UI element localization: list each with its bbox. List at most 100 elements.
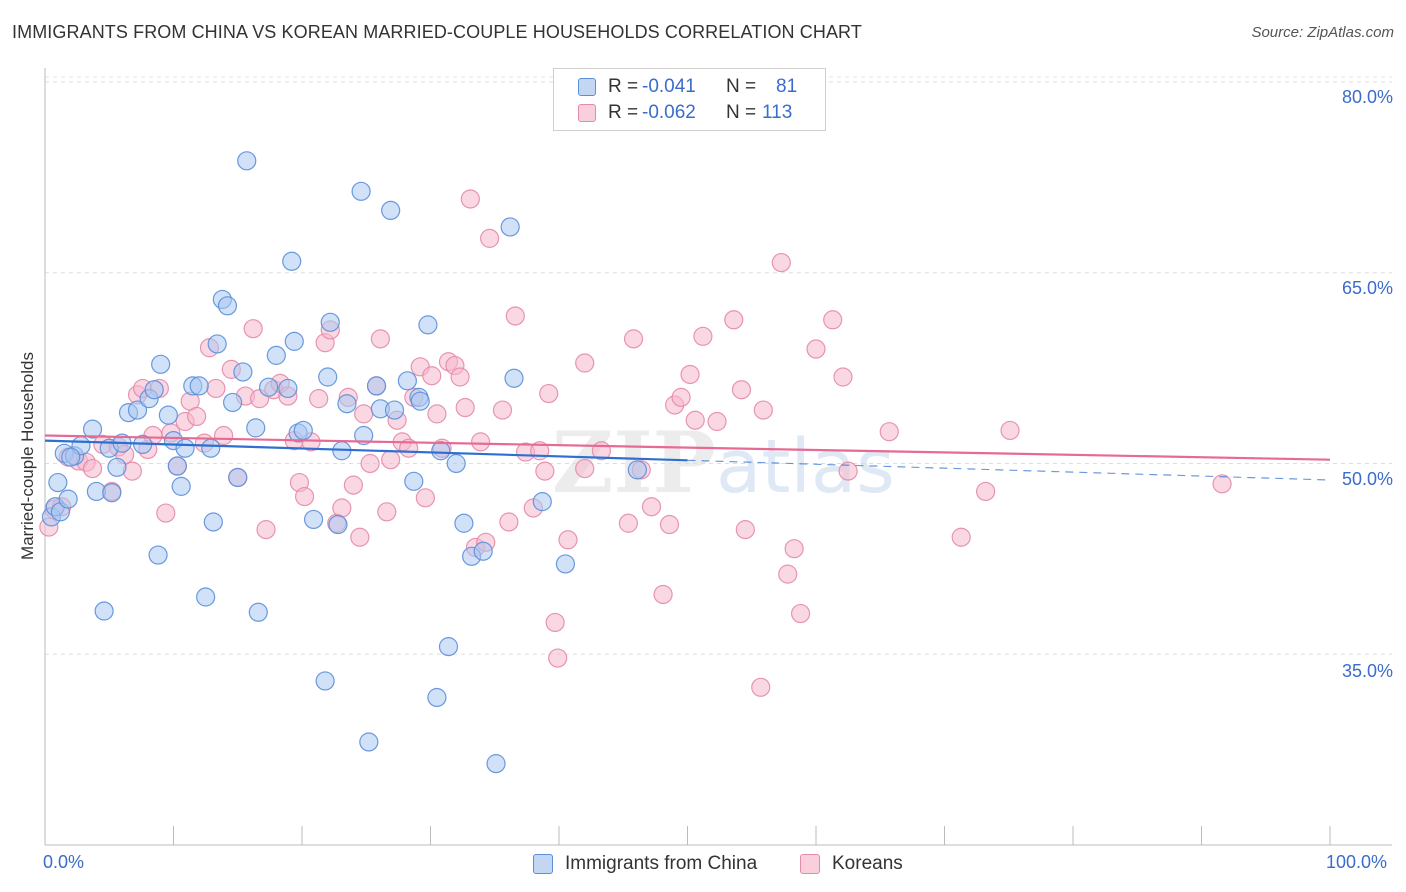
korea-point [707,411,727,432]
china-point [248,602,268,622]
korea-point [693,326,713,346]
watermark-atlas: atlas [716,424,895,510]
china-point [246,418,266,438]
korea-point [731,380,752,400]
y-tick-label: 35.0% [1341,661,1393,681]
korea-point [206,378,226,399]
r-label: R = [608,102,639,123]
china-point [207,334,227,354]
n-label: N = [726,102,757,123]
korea-point [951,527,971,547]
china-point [148,545,168,565]
korea-trend-line [44,434,1331,461]
china-point [284,331,304,351]
stats-row-china: R = -0.041 N = 81 [578,75,797,99]
korea-point [838,461,858,481]
korea-point [680,364,700,385]
korea-point [778,564,798,584]
china-point [337,394,357,414]
korea-point [332,498,352,518]
korea-point [294,486,315,507]
korea-point [653,584,673,605]
korea-point [535,461,555,481]
china-point [151,354,171,374]
korea-point [671,387,691,407]
china-point [454,513,474,533]
korea-point [618,513,638,533]
korea-point [360,453,380,474]
x-tick-label: 0.0% [43,852,85,872]
china-point [366,376,387,396]
korea-point [460,189,480,209]
korea-point [415,488,435,508]
korea-point [724,310,744,330]
china-point [431,441,451,461]
r-label: R = [608,76,639,97]
china-point [500,217,520,237]
china-trend-extension [687,459,1331,481]
korea-point [1000,420,1020,441]
china-point [627,460,647,480]
korea-point [659,514,680,535]
korea-point [548,648,568,668]
china-point [48,472,68,493]
china-point [201,438,221,458]
korea-point [685,410,705,430]
legend-item-korea: Koreans [800,852,903,876]
china-point [446,453,466,474]
china-point [328,514,348,535]
y-tick-label: 50.0% [1341,469,1393,489]
china-point [233,362,253,382]
korea-point [879,422,899,442]
china-point [266,345,286,365]
china-point [196,587,216,607]
stats-row-korea: R = -0.062 N = 113 [578,101,792,125]
legend-item-china: Immigrants from China [533,852,757,876]
china-point [381,200,401,221]
china-point [175,438,195,458]
y-tick-label: 65.0% [1341,278,1393,298]
korea-point [381,450,401,470]
china-point [410,391,430,411]
korea-point [806,339,826,359]
china-point [504,368,524,388]
korea-point [753,400,773,420]
korea-point [370,329,390,349]
korea-point [354,404,374,424]
korea-point [309,389,329,409]
korea-point [823,310,843,330]
china-point [555,554,576,574]
china-legend-label: Immigrants from China [565,853,758,874]
korea-point [156,503,176,523]
china-point [397,371,417,391]
chart-title: IMMIGRANTS FROM CHINA VS KOREAN MARRIED-… [12,22,862,42]
n-label: N = [726,76,757,97]
korea-point [735,520,755,540]
korea-point [350,527,370,547]
china-point [217,296,238,316]
n-value-china: 81 [776,76,798,97]
chart-source: Source: ZipAtlas.com [1251,24,1394,41]
china-trend-line [44,439,688,462]
china-point [223,392,243,413]
china-point [438,637,459,657]
korea-point [450,367,470,387]
china-point [427,687,447,708]
x-tick-label: 100.0% [1326,852,1388,872]
stats-legend: R = -0.041 N = 81 R = -0.062 N = 113 [553,68,826,131]
y-tick-label: 80.0% [1341,87,1393,107]
china-point [384,400,405,420]
china-point [320,312,340,332]
korea-point [790,603,811,624]
korea-point [575,353,595,373]
china-point [203,512,223,532]
korea-point [343,475,363,495]
korea-point [187,406,207,427]
china-point [102,483,122,503]
korea-point [243,319,263,339]
korea-point [499,512,519,532]
korea-legend-label: Koreans [832,853,903,874]
korea-point [976,481,996,502]
korea-point [455,397,475,418]
china-point [228,467,248,488]
